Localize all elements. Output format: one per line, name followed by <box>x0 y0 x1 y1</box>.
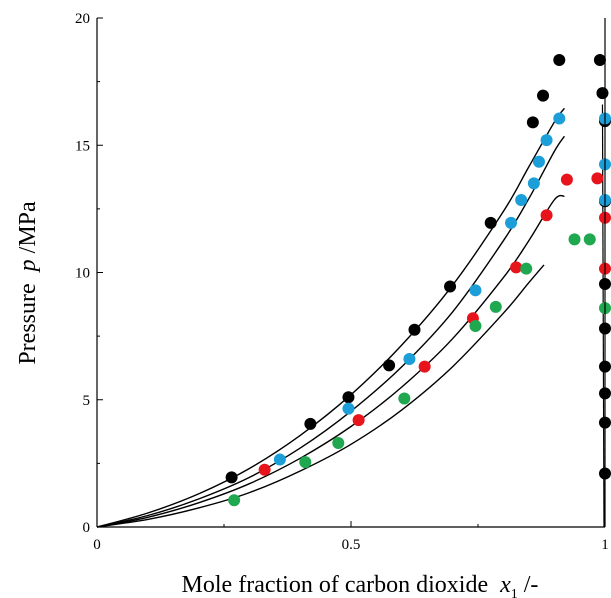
y-tick-label: 5 <box>83 393 91 409</box>
bubble-point <box>342 391 355 404</box>
bubble-point <box>408 323 421 336</box>
y-tick-label: 15 <box>75 138 90 154</box>
bubble-point <box>553 53 566 66</box>
bubble-point <box>568 233 581 246</box>
bubble-point <box>469 284 482 297</box>
dew-point <box>583 233 596 246</box>
x-tick-label: 0 <box>93 537 101 553</box>
bubble-point <box>560 173 573 186</box>
x-axis-title: Mole fraction of carbon dioxide x1 /- <box>182 572 539 598</box>
bubble-point <box>352 414 365 427</box>
bubble-point <box>299 456 312 469</box>
dew-point <box>596 87 609 100</box>
bubble-point <box>403 353 416 366</box>
bubble-point <box>553 112 566 125</box>
x-tick-label: 1 <box>601 537 609 553</box>
model-curve <box>96 264 545 528</box>
bubble-point <box>489 300 502 313</box>
bubble-point <box>505 216 518 229</box>
y-tick-label: 0 <box>83 520 91 536</box>
tick-labels: 0 5 10 15 20 0 0.5 1 <box>75 11 609 553</box>
dew-point <box>591 172 604 185</box>
data-points <box>225 53 611 507</box>
bubble-point <box>526 116 539 129</box>
bubble-point <box>520 262 533 275</box>
model-curve <box>96 194 565 528</box>
bubble-point <box>515 193 528 206</box>
bubble-point <box>469 319 482 332</box>
axis-ticks <box>96 17 606 528</box>
bubble-point <box>540 209 553 222</box>
bubble-point <box>342 402 355 415</box>
bubble-point <box>332 437 345 450</box>
model-curves <box>96 104 605 528</box>
bubble-point <box>258 463 271 476</box>
y-tick-label: 10 <box>75 266 90 282</box>
model-curve <box>96 107 565 528</box>
bubble-point <box>398 392 411 405</box>
bubble-point <box>273 453 286 466</box>
bubble-point <box>537 89 550 102</box>
y-axis-title: Pressure p /MPa <box>15 201 41 365</box>
dew-point <box>593 53 606 66</box>
bubble-point <box>225 471 238 484</box>
dew-curve <box>601 104 605 528</box>
bubble-point <box>228 494 241 507</box>
bubble-point <box>444 280 457 293</box>
bubble-point <box>540 134 553 147</box>
x-tick-label: 0.5 <box>342 537 361 553</box>
bubble-point <box>484 216 497 229</box>
bubble-point <box>510 261 523 274</box>
model-curve <box>96 135 565 528</box>
y-tick-label: 20 <box>75 11 90 27</box>
bubble-point <box>532 155 545 168</box>
bubble-point <box>418 360 431 373</box>
bubble-point <box>383 359 396 372</box>
bubble-point <box>527 177 540 190</box>
bubble-point <box>304 417 317 430</box>
